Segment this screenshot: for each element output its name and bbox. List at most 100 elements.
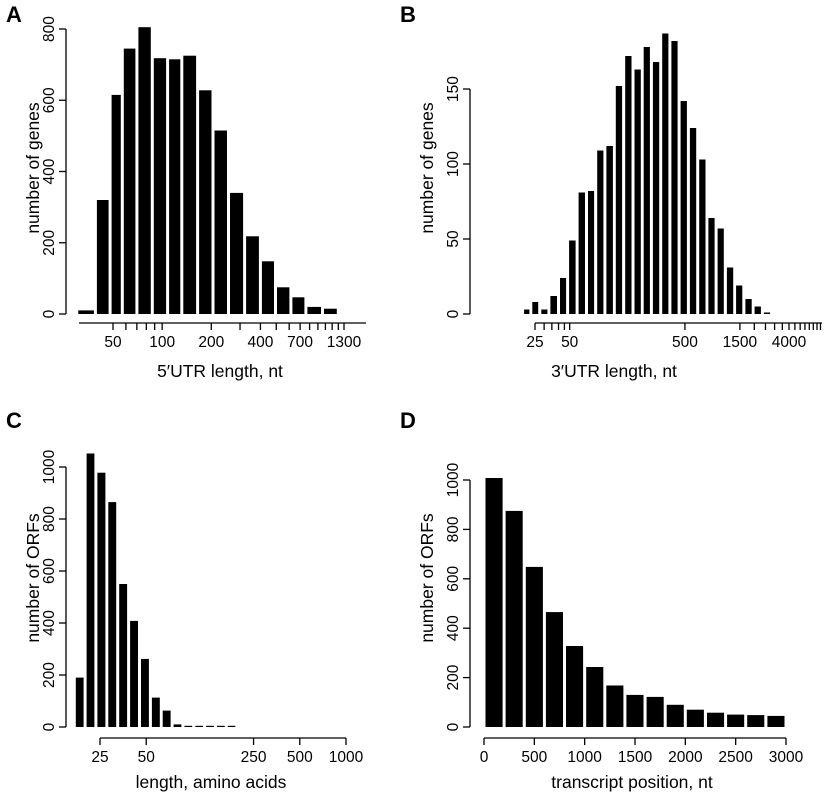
panel-a-bar-11 xyxy=(246,236,259,314)
panel-a-bar-16 xyxy=(324,308,337,314)
panel-b-plot: 0 50 100 150 25 50 500 1500 4000 xyxy=(445,33,822,351)
panel-b-bar-3 xyxy=(550,296,557,314)
panel-d-plot: 0 200 400 600 800 1000 0 500 1000 1500 2000 2500 300… xyxy=(445,462,804,766)
panel-c-bar-6 xyxy=(141,658,149,727)
panel-b-bar-6 xyxy=(578,192,585,314)
panel-c-bar-3 xyxy=(108,502,117,727)
panel-a-bar-8 xyxy=(199,90,212,314)
panel-d-bar-4 xyxy=(566,646,584,727)
panel-d-y-tick-label-3: 600 xyxy=(445,565,462,591)
panel-a-bar-10 xyxy=(230,192,244,314)
panel-a-y-axis-title: number of genes xyxy=(23,102,43,234)
panel-a: A number of genes 5′UTR length, nt 0 200 4… xyxy=(6,2,366,381)
panel-c-y-axis-title: number of ORFs xyxy=(23,513,43,643)
panel-d-y-tick-label-0: 0 xyxy=(445,722,462,731)
panel-d-x-tick-label-2: 1000 xyxy=(567,749,602,766)
panel-c-bar-0 xyxy=(75,677,84,727)
panel-d-bar-11 xyxy=(707,712,725,727)
panel-c-x-axis-title: length, amino acids xyxy=(136,772,287,792)
panel-b-bar-14 xyxy=(652,62,660,314)
panel-a-bar-6 xyxy=(169,59,181,314)
panel-b-x-axis-title: 3′UTR length, nt xyxy=(551,361,677,381)
panel-a-bar-5 xyxy=(153,58,167,315)
panel-a-bar-3 xyxy=(123,48,136,314)
panel-b-bar-5 xyxy=(569,240,576,314)
panel-c-x-tick-label-3: 500 xyxy=(287,749,313,766)
panel-b-x-tick-label-2: 500 xyxy=(672,334,698,351)
panel-c-bar-1 xyxy=(86,453,95,727)
panel-a-bar-12 xyxy=(261,261,274,314)
panel-a-y-tick-label-0: 0 xyxy=(41,309,58,318)
panel-d-x-tick-label-4: 2000 xyxy=(668,749,703,766)
panel-b-bar-22 xyxy=(726,267,734,314)
panel-d-bar-8 xyxy=(646,696,664,727)
panel-d-y-axis-title: number of ORFs xyxy=(417,513,437,643)
panel-d-x-tick-label-0: 0 xyxy=(480,749,489,766)
panel-c-y-tick-label-5: 1000 xyxy=(41,449,58,484)
panel-d-bar-14 xyxy=(767,715,785,727)
panel-d-y-tick-label-2: 400 xyxy=(445,615,462,641)
panel-a-bar-14 xyxy=(292,297,305,314)
panel-c-plot: 0 200 400 600 800 1000 25 50 250 500 1000 xyxy=(41,449,364,766)
panel-b-bar-18 xyxy=(689,128,697,314)
panel-d-bar-3 xyxy=(545,612,563,727)
panel-a-x-tick-label-0: 50 xyxy=(104,334,122,351)
panel-b-x-tick-label-4: 4000 xyxy=(772,334,807,351)
panel-d-x-tick-label-6: 3000 xyxy=(769,749,804,766)
panel-b-bar-13 xyxy=(643,47,650,314)
panel-a-bar-13 xyxy=(277,287,290,314)
panel-a-x-tick-label-5: 1300 xyxy=(327,334,362,351)
panel-b-bar-26 xyxy=(763,312,771,314)
panel-c-y-tick-label-0: 0 xyxy=(41,722,58,731)
panel-a-bar-9 xyxy=(214,130,227,314)
panel-d-y-tick-label-5: 1000 xyxy=(445,462,462,497)
panel-a-bar-7 xyxy=(183,55,197,314)
panel-a-bar-15 xyxy=(307,306,321,314)
panel-c-bar-10 xyxy=(184,725,193,727)
panel-b-x-tick-label-1: 50 xyxy=(561,334,579,351)
panel-a-x-tick-label-1: 100 xyxy=(149,334,175,351)
panel-c-letter: C xyxy=(6,408,22,433)
panel-d-x-tick-label-5: 2500 xyxy=(718,749,753,766)
panel-b-bar-15 xyxy=(662,33,669,314)
panel-b-bar-23 xyxy=(736,285,743,314)
panel-a-plot: 0 200 400 600 800 50 100 200 400 700 1300 xyxy=(41,16,366,351)
panel-c: C number of ORFs length, amino acids 0 20… xyxy=(6,408,364,792)
panel-a-bar-1 xyxy=(96,200,109,314)
panel-d-x-axis-title: transcript position, nt xyxy=(551,772,713,792)
panel-a-bar-0 xyxy=(78,310,94,314)
panel-b-bar-2 xyxy=(541,309,548,314)
panel-c-x-tick-label-2: 250 xyxy=(241,749,267,766)
panel-b-bar-7 xyxy=(588,191,595,314)
panel-a-y-tick-label-4: 800 xyxy=(41,16,58,42)
panel-b-y-tick-label-2: 100 xyxy=(445,151,462,177)
panel-c-bar-14 xyxy=(227,725,236,727)
panel-d: D number of ORFs transcript position, nt… xyxy=(400,408,804,792)
panel-d-bar-5 xyxy=(586,667,604,727)
panel-b-bar-17 xyxy=(680,101,687,314)
panel-b-y-tick-label-1: 50 xyxy=(445,230,462,248)
panel-d-y-tick-label-4: 800 xyxy=(445,516,462,542)
panel-d-y-tick-label-1: 200 xyxy=(445,664,462,690)
panel-d-bar-7 xyxy=(626,694,644,727)
panel-b-bar-10 xyxy=(615,86,623,314)
panel-c-x-tick-label-1: 50 xyxy=(138,749,156,766)
panel-d-bar-10 xyxy=(686,709,704,727)
panel-d-bar-6 xyxy=(606,685,624,727)
panel-b-bar-1 xyxy=(532,302,539,314)
panel-b-bar-9 xyxy=(606,146,613,314)
panel-b-letter: B xyxy=(400,2,416,27)
panel-a-bar-4 xyxy=(138,27,151,314)
panel-b-y-tick-label-0: 0 xyxy=(445,309,462,318)
panel-a-x-axis-title: 5′UTR length, nt xyxy=(157,361,283,381)
panel-d-bar-1 xyxy=(505,510,523,727)
panel-c-bar-12 xyxy=(206,725,214,727)
panel-b-bar-0 xyxy=(524,309,530,314)
panel-b-bar-11 xyxy=(625,56,632,314)
panel-d-bar-12 xyxy=(727,714,745,727)
panel-c-bar-2 xyxy=(97,472,106,727)
panel-a-y-tick-label-2: 400 xyxy=(41,158,58,184)
panel-d-bar-0 xyxy=(485,478,503,727)
panel-a-x-tick-label-3: 400 xyxy=(247,334,273,351)
panel-b-bar-19 xyxy=(699,159,706,314)
